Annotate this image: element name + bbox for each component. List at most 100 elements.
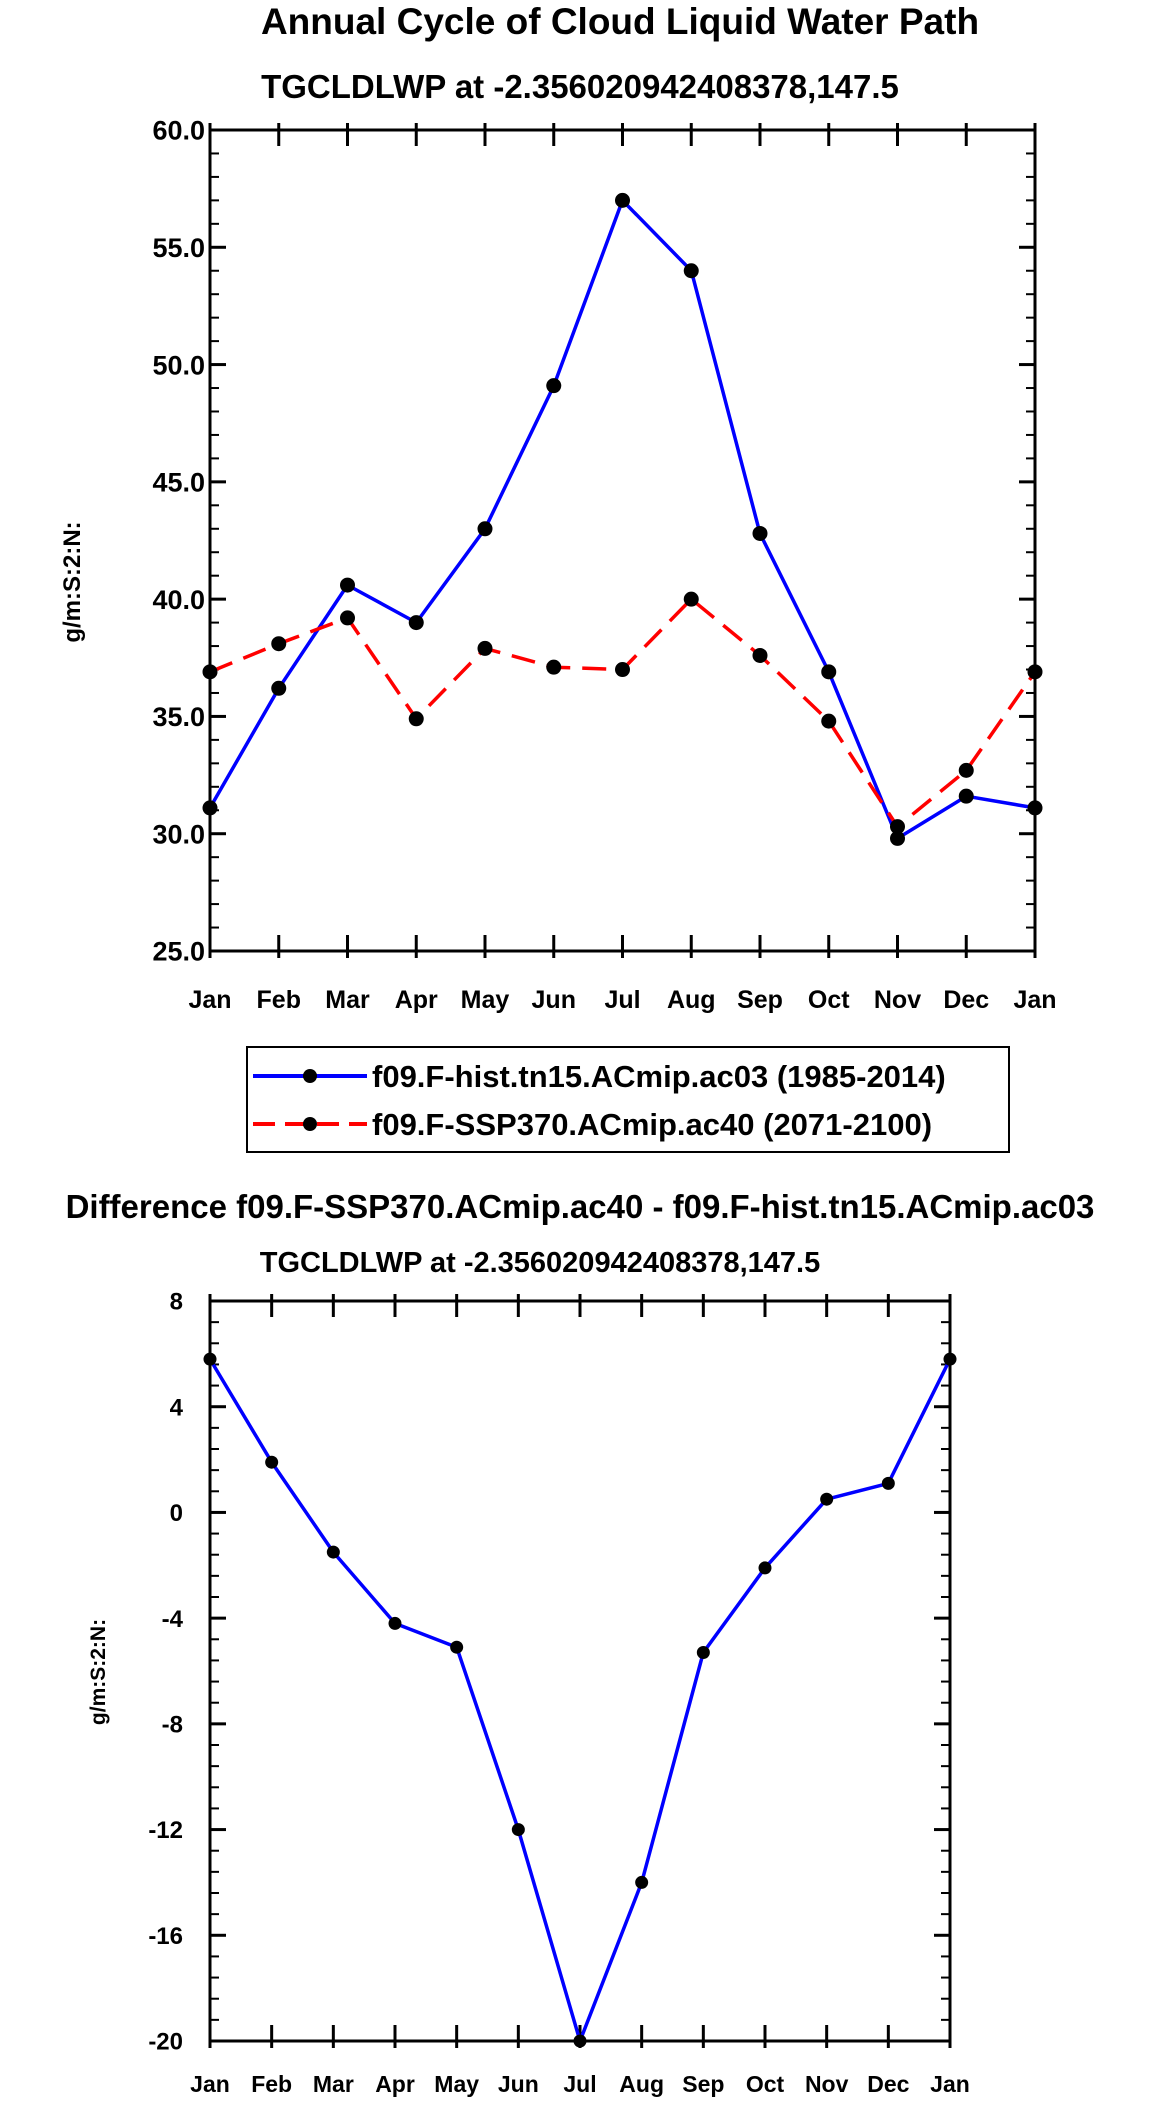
top-series-1-point [821, 713, 837, 729]
top-series-1-point [202, 664, 218, 680]
top-chart: Annual Cycle of Cloud Liquid Water Path … [59, 1, 1057, 1153]
bot-ytick-label: -16 [148, 1923, 183, 1950]
top-series-line-0 [208, 198, 1036, 841]
top-chart-plot-frame [208, 128, 1037, 953]
top-chart-title: Annual Cycle of Cloud Liquid Water Path [261, 1, 979, 42]
bot-xtick-label: Jun [498, 2071, 539, 2097]
bot-series-0-point [326, 1545, 340, 1559]
top-series-1-point [890, 819, 905, 835]
bot-series-0-point [203, 1352, 217, 1366]
top-xtick-label: Dec [943, 986, 989, 1014]
top-ytick-label: 55.0 [152, 233, 205, 263]
bot-ytick-label: -12 [148, 1817, 183, 1844]
bot-xtick-label: Oct [746, 2071, 785, 2097]
bottom-chart-y-axis: -20 -16 -12 -8 -4 0 4 8 [148, 1289, 950, 2056]
bot-xtick-label: Dec [867, 2071, 909, 2097]
top-xtick-label: May [461, 986, 510, 1014]
bot-series-0-point [388, 1616, 402, 1630]
top-chart-series [202, 192, 1043, 846]
top-series-0-point [615, 192, 630, 208]
bot-xtick-label: Feb [251, 2071, 292, 2097]
top-series-0-point [752, 525, 768, 541]
top-xtick-label: Jul [604, 986, 640, 1014]
bot-series-0-point [943, 1352, 957, 1366]
bottom-chart-x-axis: Jan Feb Mar Apr May Jun Jul Aug Sep Oct Nov Dec Jan [190, 1294, 970, 2097]
bot-series-0-point [820, 1492, 834, 1506]
top-series-1-point [408, 711, 424, 727]
top-series-0-point [271, 680, 287, 696]
top-xtick-label: Feb [257, 986, 301, 1014]
top-series-1-point [683, 591, 699, 607]
top-xtick-label: Apr [395, 986, 438, 1014]
top-chart-subtitle: TGCLDLWP at -2.356020942408378,147.5 [261, 68, 899, 105]
top-xtick-label: Aug [667, 986, 716, 1014]
top-ytick-label: 35.0 [152, 702, 205, 732]
bot-xtick-label: Jul [563, 2071, 596, 2097]
top-series-0-point [683, 263, 699, 279]
top-xtick-label: Nov [874, 986, 921, 1014]
top-series-0-point [202, 800, 218, 816]
top-ytick-label: 25.0 [152, 937, 205, 967]
bot-ytick-label: -20 [148, 2029, 183, 2056]
legend-box [246, 1046, 1010, 1153]
top-series-0-point [340, 577, 355, 593]
bottom-chart: Difference f09.F-SSP370.ACmip.ac40 - f09… [66, 1188, 1095, 2097]
bot-series-0-point [265, 1455, 279, 1469]
bot-series-0-point [450, 1640, 464, 1654]
legend-label-hist: f09.F-hist.tn15.ACmip.ac03 (1985-2014) [372, 1059, 946, 1094]
top-ytick-label: 45.0 [152, 468, 205, 498]
bottom-chart-title: Difference f09.F-SSP370.ACmip.ac40 - f09… [66, 1188, 1095, 1225]
bot-ytick-label: 8 [170, 1289, 183, 1316]
top-series-0-point [1027, 800, 1043, 816]
bot-xtick-label: Jan [190, 2071, 230, 2097]
bot-ytick-label: 0 [170, 1500, 183, 1527]
top-chart-ylabel: g/m:S:2:N: [59, 521, 86, 642]
bottom-chart-ylabel: g/m:S:2:N: [87, 1619, 110, 1725]
bottom-chart-plot-frame [208, 1299, 952, 2043]
bot-ytick-label: 4 [170, 1394, 184, 1421]
top-series-1-point [958, 762, 974, 778]
top-xtick-label: Sep [737, 986, 783, 1014]
top-series-line-1 [209, 597, 1037, 829]
bot-series-0-point [881, 1476, 895, 1490]
bot-xtick-label: Aug [619, 2071, 664, 2097]
top-chart-y-axis: 25.0 30.0 35.0 40.0 45.0 50.0 55.0 60.0 [152, 116, 1035, 967]
top-series-0-point [546, 378, 562, 394]
top-ytick-label: 30.0 [152, 819, 205, 849]
top-xtick-label: Mar [325, 986, 370, 1014]
top-series-0-point [408, 615, 424, 631]
legend-marker-ssp [303, 1117, 317, 1131]
top-series-1-point [615, 662, 630, 678]
top-ytick-label: 40.0 [152, 585, 205, 615]
top-series-0-point [890, 830, 905, 846]
top-series-0-point [821, 664, 837, 680]
bot-series-line-0 [208, 1358, 952, 2043]
top-xtick-label: Jan [1013, 986, 1056, 1014]
bot-xtick-label: Mar [313, 2071, 354, 2097]
bot-series-0-point [573, 2034, 587, 2048]
top-xtick-label: Jun [532, 986, 576, 1014]
bottom-chart-subtitle: TGCLDLWP at -2.356020942408378,147.5 [260, 1247, 820, 1279]
top-chart-legend: f09.F-hist.tn15.ACmip.ac03 (1985-2014) f… [246, 1046, 1010, 1153]
top-series-1-point [1027, 664, 1043, 680]
bot-xtick-label: Apr [375, 2071, 415, 2097]
bot-xtick-label: Sep [682, 2071, 724, 2097]
bot-series-0-point [696, 1646, 710, 1659]
top-series-1-point [340, 610, 355, 626]
legend-label-ssp: f09.F-SSP370.ACmip.ac40 (2071-2100) [372, 1107, 932, 1142]
top-series-0-point [958, 788, 974, 804]
bot-series-0-point [758, 1561, 772, 1575]
top-series-1-point [546, 659, 562, 675]
bot-series-0-point [511, 1823, 525, 1837]
top-series-1-point [271, 636, 287, 652]
top-xtick-label: Jan [188, 986, 231, 1014]
bottom-chart-series [203, 1352, 957, 2048]
bot-ytick-label: -8 [162, 1711, 183, 1738]
top-ytick-label: 60.0 [152, 116, 205, 146]
bot-xtick-label: May [434, 2071, 479, 2097]
top-ytick-label: 50.0 [152, 350, 205, 380]
top-chart-x-axis: Jan Feb Mar Apr May Jun Jul Aug Sep Oct Nov Dec Jan [188, 123, 1057, 1014]
bot-xtick-label: Nov [805, 2071, 849, 2097]
top-series-1-point [477, 640, 493, 656]
